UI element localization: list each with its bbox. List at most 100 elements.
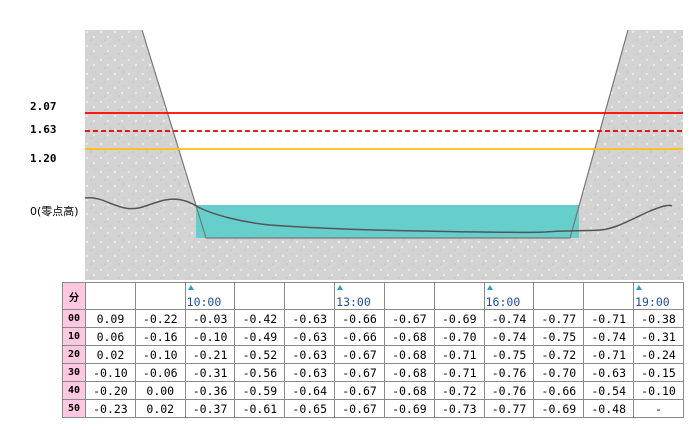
value-cell: -0.59: [234, 381, 286, 400]
value-cell: -0.71: [583, 345, 635, 364]
value-cell: -0.75: [533, 327, 585, 346]
value-cell: -0.54: [583, 381, 635, 400]
minute-cell: 30: [62, 363, 86, 382]
value-cell: -0.38: [633, 309, 684, 328]
time-mark: 10:00: [184, 282, 236, 310]
value-cell: -0.69: [533, 399, 585, 418]
value-cell: -0.56: [234, 363, 286, 382]
value-cell: -0.66: [533, 381, 585, 400]
value-cell: -0.76: [483, 363, 535, 382]
value-cell: -0.73: [433, 399, 485, 418]
value-cell: -0.37: [184, 399, 236, 418]
triangle-marker-icon: [337, 285, 344, 290]
minute-header: 分: [62, 282, 86, 310]
header-cell: [583, 282, 635, 310]
value-cell: -0.66: [334, 309, 385, 328]
header-cell: [234, 282, 286, 310]
level-label-1-63: 1.63: [30, 123, 57, 136]
value-cell: -0.67: [383, 309, 435, 328]
time-label: 16:00: [485, 295, 521, 309]
value-cell: -0.31: [184, 363, 236, 382]
value-cell: -0.65: [284, 399, 336, 418]
value-cell: -0.69: [383, 399, 435, 418]
value-cell: -0.71: [583, 309, 635, 328]
value-cell: -0.74: [583, 327, 635, 346]
value-cell: -0.70: [433, 327, 485, 346]
value-cell: -0.68: [383, 327, 435, 346]
value-cell: -0.71: [433, 345, 485, 364]
value-cell: -0.64: [284, 381, 336, 400]
minute-cell: 20: [62, 345, 86, 364]
value-cell: -0.72: [533, 345, 585, 364]
value-cell: -0.42: [234, 309, 286, 328]
value-cell: -0.70: [533, 363, 585, 382]
value-cell: -0.67: [334, 381, 385, 400]
header-cell: [383, 282, 435, 310]
time-mark: 13:00: [334, 282, 385, 310]
value-cell: -0.63: [284, 363, 336, 382]
value-cell: -0.72: [433, 381, 485, 400]
value-cell: -0.16: [134, 327, 186, 346]
level-label-1-20: 1.20: [30, 152, 57, 165]
value-cell: -0.63: [284, 309, 336, 328]
river-cross-section-chart: [84, 29, 683, 280]
value-cell: -0.77: [533, 309, 585, 328]
triangle-marker-icon: [636, 285, 643, 290]
table-row: 50 -0.23 0.02 -0.37 -0.61 -0.65 -0.67 -0.69 -0.7…: [62, 399, 684, 418]
value-cell: -0.24: [633, 345, 684, 364]
value-cell: -0.52: [234, 345, 286, 364]
value-cell: -0.63: [284, 345, 336, 364]
time-label: 10:00: [186, 295, 222, 309]
value-cell: -0.67: [334, 399, 385, 418]
table-row: 20 0.02 -0.10 -0.21 -0.52 -0.63 -0.67 -0.68 -0.7…: [62, 345, 684, 364]
minute-cell: 00: [62, 309, 86, 328]
ground-profile-line: [84, 196, 673, 234]
value-cell: 0.02: [85, 345, 136, 364]
value-cell: -0.48: [583, 399, 635, 418]
header-cell: [533, 282, 585, 310]
value-cell: -0.66: [334, 327, 385, 346]
triangle-marker-icon: [486, 285, 493, 290]
value-cell: -0.63: [583, 363, 635, 382]
value-cell: -0.10: [184, 327, 236, 346]
value-cell: -0.74: [483, 309, 535, 328]
time-label: 13:00: [336, 295, 371, 309]
value-cell: -0.03: [184, 309, 236, 328]
time-mark: 19:00: [633, 282, 684, 310]
value-cell: -0.74: [483, 327, 535, 346]
value-cell: -0.68: [383, 345, 435, 364]
time-mark: 16:00: [483, 282, 535, 310]
value-cell: -0.10: [633, 381, 684, 400]
value-cell: -0.69: [433, 309, 485, 328]
minute-cell: 50: [62, 399, 86, 418]
value-cell: -0.67: [334, 363, 385, 382]
level-label-2-07: 2.07: [30, 100, 57, 113]
value-cell: -0.36: [184, 381, 236, 400]
channel-bank-line: [141, 29, 629, 239]
value-cell: -0.20: [85, 381, 136, 400]
value-cell: -0.76: [483, 381, 535, 400]
value-cell: 0.06: [85, 327, 136, 346]
table-row: 40 -0.20 0.00 -0.36 -0.59 -0.64 -0.67 -0.68 -0.7…: [62, 381, 684, 400]
value-cell: -0.31: [633, 327, 684, 346]
value-cell: -0.75: [483, 345, 535, 364]
value-cell: -0.68: [383, 381, 435, 400]
zero-point-label: 0(零点高): [30, 205, 79, 218]
time-label: 19:00: [635, 295, 670, 309]
value-cell: 0.09: [85, 309, 136, 328]
table-row: 10 0.06 -0.16 -0.10 -0.49 -0.63 -0.66 -0.68 -0.7…: [62, 327, 684, 346]
value-cell: -0.49: [234, 327, 286, 346]
water-level-table: 分 10:00 13:00 16:00 19:00 00 0.09 -0.22 -0.03 -0.…: [62, 282, 684, 418]
header-cell: [85, 282, 136, 310]
value-cell: -0.63: [284, 327, 336, 346]
value-cell: -0.67: [334, 345, 385, 364]
header-cell: [433, 282, 485, 310]
value-cell: -0.22: [134, 309, 186, 328]
table-row: 30 -0.10 -0.06 -0.31 -0.56 -0.63 -0.67 -0.68 -0.…: [62, 363, 684, 382]
value-cell: -0.77: [483, 399, 535, 418]
value-cell: -0.61: [234, 399, 286, 418]
value-cell: -0.10: [134, 345, 186, 364]
value-cell: -: [633, 399, 684, 418]
value-cell: -0.06: [134, 363, 186, 382]
table-row: 00 0.09 -0.22 -0.03 -0.42 -0.63 -0.66 -0.67 -0.6…: [62, 309, 684, 328]
